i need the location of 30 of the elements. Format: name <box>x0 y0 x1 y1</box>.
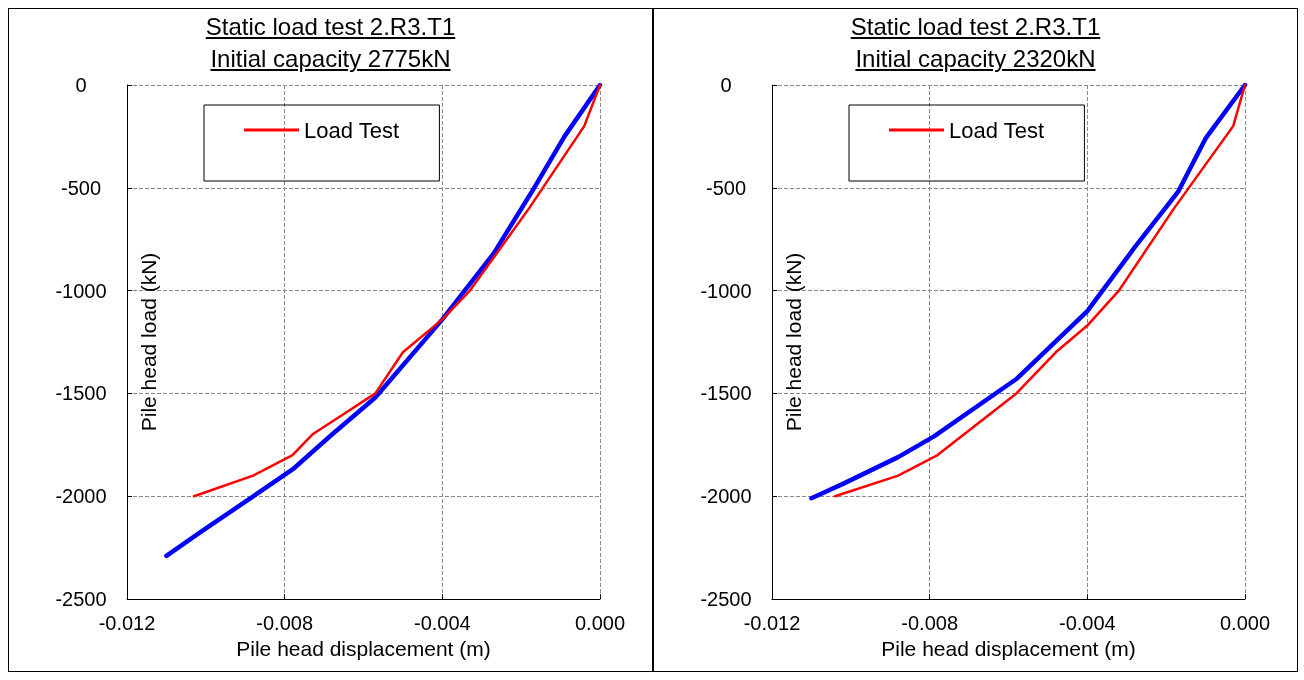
y-tick-label: -1500 <box>55 382 107 405</box>
y-tick-label: -1000 <box>55 279 107 302</box>
x-tick-label: -0.008 <box>901 612 959 634</box>
x-tick-label: 0.000 <box>574 612 626 634</box>
y-tick-label: -1500 <box>700 382 752 405</box>
line-series <box>192 83 602 498</box>
y-axis-title: Pile head load (kN) <box>782 252 805 432</box>
y-tick-label: -2000 <box>55 485 107 508</box>
y-tick-label: -2000 <box>700 485 752 508</box>
y-tick-label: -2500 <box>55 588 107 610</box>
x-axis-title: Pile head displacement (m) <box>881 636 1136 660</box>
x-tick-label: -0.012 <box>743 612 801 634</box>
y-tick-label: -2500 <box>700 588 752 610</box>
y-tick-label: -500 <box>705 176 747 199</box>
y-tick-label: 0 <box>75 74 87 96</box>
line-series <box>164 82 603 559</box>
x-axis-title: Pile head displacement (m) <box>236 636 491 660</box>
legend-label: Load Test <box>304 117 400 143</box>
y-tick-label: -1000 <box>700 279 752 302</box>
y-tick-label: -500 <box>60 176 102 199</box>
x-tick-label: -0.004 <box>1058 612 1116 634</box>
legend-label: Load Test <box>949 117 1045 143</box>
x-tick-label: -0.012 <box>98 612 156 634</box>
chart-title: Static load test 2.R3.T1 Initial capacity 2775kN <box>204 12 457 74</box>
chart-title: Static load test 2.R3.T1 Initial capacity 2320kN <box>849 12 1102 74</box>
y-tick-label: 0 <box>720 74 732 96</box>
x-tick-label: 0.000 <box>1219 612 1271 634</box>
y-axis-title: Pile head load (kN) <box>137 252 160 432</box>
x-tick-label: -0.004 <box>413 612 471 634</box>
x-tick-label: -0.008 <box>256 612 314 634</box>
